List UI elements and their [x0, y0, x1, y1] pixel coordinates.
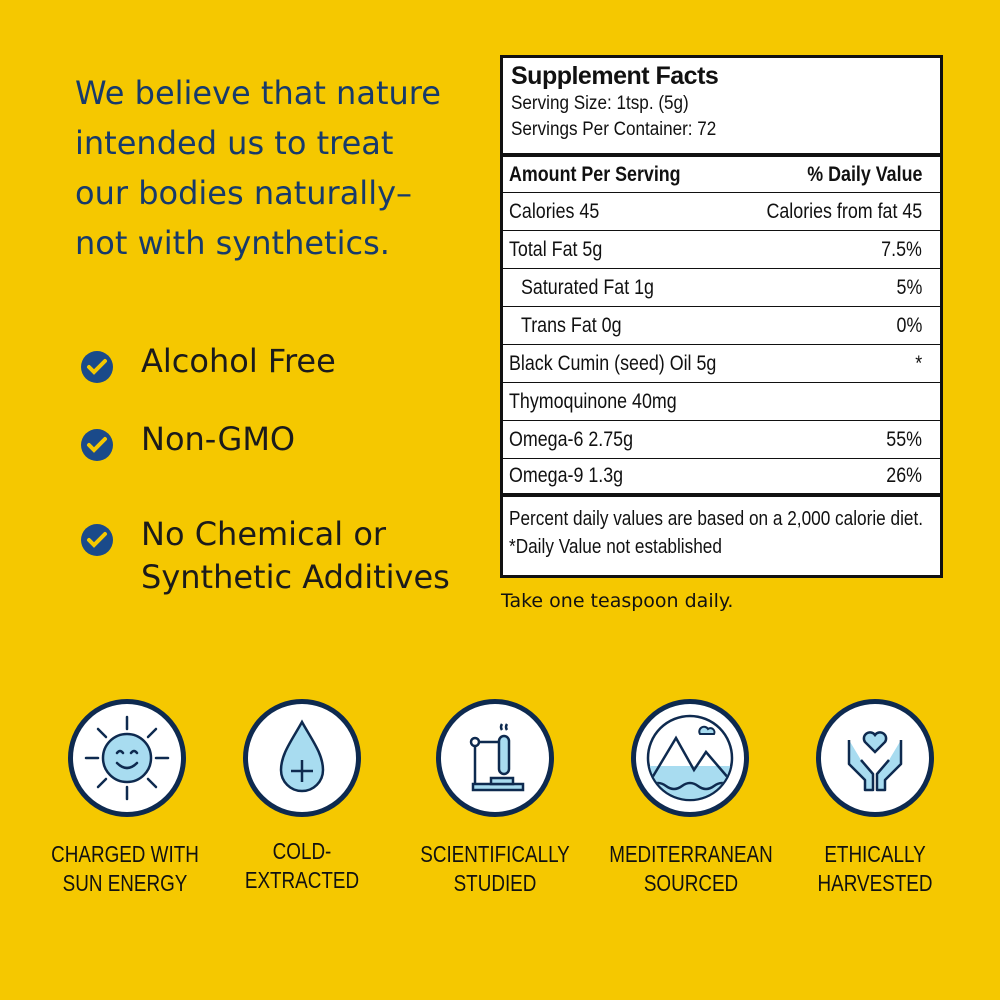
mountains-icon — [646, 714, 734, 802]
check-circle-icon — [81, 429, 113, 461]
checklist-item: Alcohol Free — [75, 342, 336, 384]
test-tube-badge — [436, 699, 554, 817]
check-circle-icon — [81, 351, 113, 383]
hands-heart-badge — [816, 699, 934, 817]
checklist-item: No Chemical or Synthetic Additives — [75, 515, 450, 596]
sun-icon — [84, 715, 170, 801]
droplet-icon — [279, 719, 325, 793]
facts-row: Trans Fat 0g 0% — [503, 307, 940, 345]
facts-row: Black Cumin (seed) Oil 5g * — [503, 345, 940, 383]
directions: Take one teaspoon daily. — [501, 590, 734, 612]
hands-heart-icon — [847, 731, 903, 792]
mountains-badge — [631, 699, 749, 817]
badge-label: MEDITERRANEAN SOURCED — [609, 841, 773, 896]
sun-badge — [68, 699, 186, 817]
badge-label: ETHICALLY HARVESTED — [817, 841, 933, 896]
badge-label: SCIENTIFICALLY STUDIED — [420, 841, 570, 896]
check-circle-icon — [81, 524, 113, 556]
serving-size: Serving Size: 1tsp. (5g) — [511, 93, 689, 114]
servings-per-container: Servings Per Container: 72 — [511, 119, 717, 140]
facts-title: Supplement Facts — [511, 62, 719, 90]
badge-label: CHARGED WITH SUN ENERGY — [51, 841, 199, 896]
droplet-badge — [243, 699, 361, 817]
facts-row: Saturated Fat 1g 5% — [503, 269, 940, 307]
facts-footnote: Percent daily values are based on a 2,00… — [509, 508, 924, 558]
facts-row: Calories 45 Calories from fat 45 — [503, 193, 940, 231]
facts-row: Thymoquinone 40mg — [503, 383, 940, 421]
facts-row: Omega-9 1.3g 26% — [503, 459, 940, 497]
facts-row: Total Fat 5g 7.5% — [503, 231, 940, 269]
badge-label: COLD- EXTRACTED — [244, 838, 360, 893]
facts-row: Omega-6 2.75g 55% — [503, 421, 940, 459]
checklist-item: Non-GMO — [75, 420, 295, 462]
headline: We believe that nature intended us to tr… — [75, 74, 441, 262]
supplement-facts-panel: Supplement Facts Serving Size: 1tsp. (5g… — [500, 55, 943, 578]
test-tube-icon — [469, 723, 525, 792]
facts-header-row: Amount Per Serving% Daily Value — [503, 157, 940, 193]
